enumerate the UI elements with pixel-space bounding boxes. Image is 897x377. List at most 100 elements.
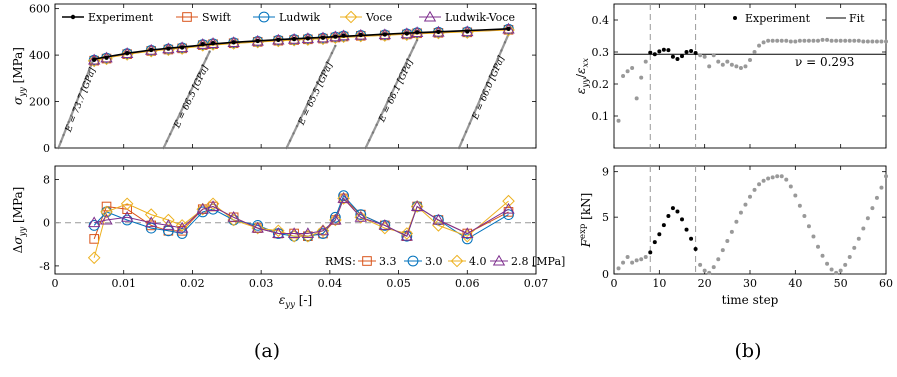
y-tick-label: 200 — [29, 96, 50, 109]
elastic-point — [379, 115, 382, 119]
elastic-point — [371, 131, 375, 134]
elastic-modulus-label: E = 66.0 [GPa] — [470, 54, 507, 122]
elastic-point — [457, 146, 461, 150]
elastic-point — [496, 57, 500, 60]
elastic-point — [69, 114, 73, 117]
y-axis-label: Δσyy [MPa] — [11, 187, 28, 254]
data-point — [634, 96, 639, 101]
data-point — [829, 267, 834, 272]
data-point — [630, 66, 635, 70]
ludwik_voce-curve — [94, 28, 509, 60]
x-tick-label: 0.05 — [386, 277, 411, 290]
x-tick-label: 0.02 — [180, 277, 205, 290]
residual-marker-voce — [272, 224, 285, 238]
data-point — [720, 248, 725, 253]
experiment-point — [414, 30, 420, 35]
elastic-point — [320, 73, 323, 77]
residual-marker-ludwik_voce — [287, 227, 301, 238]
data-point — [743, 64, 748, 69]
elastic-point — [334, 44, 337, 48]
legend-label: Voce — [365, 11, 392, 24]
data-point — [838, 268, 843, 273]
residual-marker-voce — [354, 210, 368, 224]
data-point — [770, 175, 775, 180]
experiment-point — [693, 50, 698, 55]
rms-legend: RMS: 3.3 3.0 4.0 2.8 [MPa] — [325, 254, 565, 268]
experiment-point — [648, 50, 653, 55]
elastic-point — [288, 139, 292, 142]
x-axis-label: εyy [-] — [279, 293, 312, 310]
data-point — [634, 258, 639, 263]
caption-b: (b) — [735, 340, 762, 362]
elastic-point — [168, 133, 172, 136]
elastic-point — [295, 124, 299, 128]
elastic-point — [77, 95, 81, 98]
voce-curve — [94, 29, 509, 61]
data-point — [806, 38, 811, 43]
data-point — [748, 58, 752, 62]
experiment-point — [506, 26, 511, 32]
elastic-point — [471, 114, 475, 117]
elastic-point — [386, 100, 389, 103]
elastic-point — [185, 98, 188, 102]
x-axis-label: time step — [722, 293, 779, 307]
elastic-point — [316, 81, 320, 84]
y-tick-label: -8 — [39, 260, 50, 273]
data-point — [711, 265, 716, 270]
experiment-point — [320, 35, 326, 40]
legend-label: Experiment — [88, 11, 154, 24]
data-point — [725, 59, 730, 64]
rms-legend-marker — [407, 255, 419, 267]
experiment-point — [666, 48, 671, 53]
residual-marker-ludwik_voce — [162, 219, 175, 230]
elastic-point — [500, 49, 503, 52]
x-tick-label: 60 — [879, 277, 893, 290]
experiment-point — [341, 33, 346, 38]
residual-marker-ludwik_voce — [432, 213, 445, 225]
elastic-point — [368, 139, 371, 142]
elastic-modulus-label: E = 66.1 [GPa] — [377, 58, 416, 125]
data-point — [852, 38, 857, 43]
residual-marker-swift — [163, 226, 174, 236]
experiment-point — [149, 47, 154, 53]
y-tick-label: 0.1 — [592, 110, 610, 123]
y-tick-label: 400 — [29, 49, 50, 62]
x-tick-label: 30 — [743, 277, 757, 290]
experiment-point — [436, 29, 441, 35]
elastic-modulus-label: E = 73.7 [GPa] — [64, 66, 99, 134]
experiment-point — [465, 29, 470, 34]
elastic-point — [205, 57, 208, 60]
data-point — [874, 195, 879, 200]
residual-marker-swift — [101, 201, 112, 212]
data-point — [702, 54, 707, 59]
data-point — [698, 262, 703, 267]
elastic-point — [195, 77, 198, 81]
nu-annotation: ν = 0.293 — [795, 55, 854, 69]
y-tick-label: 0 — [43, 217, 50, 230]
data-point — [879, 39, 884, 44]
data-point — [802, 38, 807, 43]
legend-label: Swift — [202, 11, 232, 24]
data-point — [766, 38, 771, 43]
y-tick-label: 0.2 — [592, 78, 610, 91]
highlight-point — [684, 227, 689, 232]
data-point — [865, 216, 870, 221]
axes-frame — [54, 3, 537, 149]
elastic-point — [489, 73, 493, 77]
data-point — [816, 38, 820, 43]
x-tick-label: 50 — [834, 277, 848, 290]
ludwik-curve — [94, 28, 509, 61]
data-point — [643, 254, 648, 259]
data-point — [856, 236, 861, 241]
data-point — [884, 39, 888, 44]
data-point — [793, 39, 798, 44]
x-tick-label: 0.01 — [111, 277, 136, 290]
data-point — [625, 69, 630, 74]
ludwik_voce-marker — [337, 29, 350, 41]
data-point — [879, 185, 884, 190]
residual-marker-ludwik_voce — [175, 221, 189, 233]
residual-marker-swift — [122, 204, 132, 214]
elastic-point — [72, 107, 75, 111]
data-point — [625, 254, 630, 259]
